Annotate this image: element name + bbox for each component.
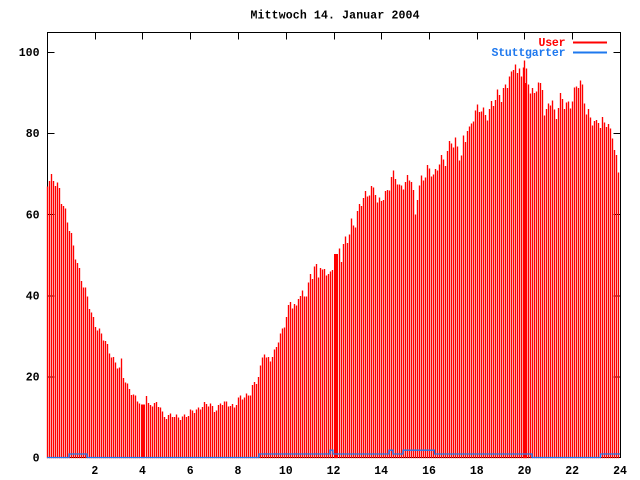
svg-text:20: 20 <box>26 372 40 385</box>
svg-text:16: 16 <box>422 465 436 478</box>
svg-text:12: 12 <box>327 465 341 478</box>
svg-text:80: 80 <box>26 128 40 141</box>
svg-text:Stuttgarter: Stuttgarter <box>492 47 566 60</box>
svg-text:2: 2 <box>91 465 98 478</box>
svg-text:6: 6 <box>187 465 194 478</box>
svg-text:14: 14 <box>374 465 388 478</box>
svg-text:8: 8 <box>235 465 242 478</box>
svg-text:40: 40 <box>26 290 40 303</box>
svg-text:20: 20 <box>518 465 532 478</box>
svg-text:4: 4 <box>139 465 146 478</box>
svg-text:60: 60 <box>26 209 40 222</box>
svg-text:10: 10 <box>279 465 293 478</box>
svg-text:18: 18 <box>470 465 484 478</box>
svg-text:User: User <box>539 37 566 50</box>
svg-text:24: 24 <box>613 465 627 478</box>
svg-text:Mittwoch 14. Januar 2004: Mittwoch 14. Januar 2004 <box>251 10 420 23</box>
svg-text:100: 100 <box>19 47 40 60</box>
svg-text:0: 0 <box>33 453 40 466</box>
svg-text:22: 22 <box>565 465 579 478</box>
